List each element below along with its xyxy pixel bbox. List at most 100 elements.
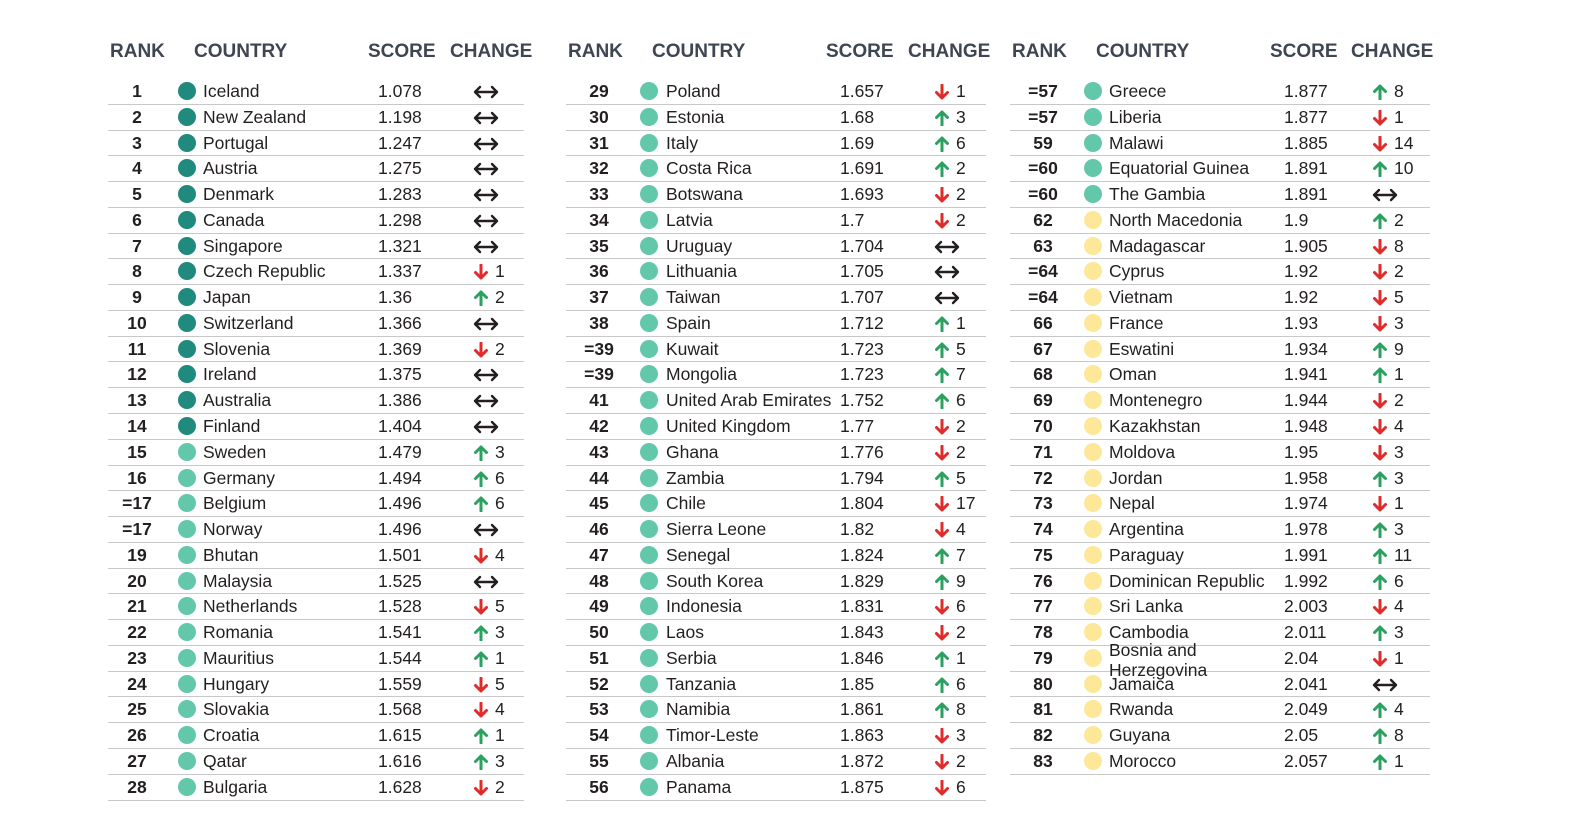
country-cell: Poland (666, 81, 721, 101)
country-cell: South Korea (666, 570, 764, 591)
score-cell: 1.92 (1284, 287, 1319, 308)
country-cell: Switzerland (203, 312, 294, 333)
no-change-arrow-icon (473, 137, 499, 150)
table-row: 22 Romania 1.541 3 (108, 620, 524, 646)
score-cell: 1.247 (378, 132, 422, 153)
table-row: 19 Bhutan 1.501 4 (108, 543, 524, 569)
table-row: =17 Norway 1.496 (108, 517, 524, 543)
change-value: 1 (495, 647, 505, 668)
table-row: 49 Indonesia 1.831 6 (566, 594, 986, 621)
no-change-arrow-icon (934, 291, 960, 305)
peace-level-dot (640, 288, 658, 307)
peace-level-dot (640, 82, 658, 100)
no-change-arrow-icon (473, 395, 499, 408)
score-cell: 1.528 (378, 596, 422, 617)
table-row: 24 Hungary 1.559 5 (108, 672, 524, 698)
score-cell: 1.861 (840, 699, 884, 720)
header-country: COUNTRY (194, 41, 288, 62)
country-cell: Ireland (203, 364, 257, 385)
score-cell: 1.93 (1284, 312, 1319, 333)
up-arrow-icon (474, 651, 488, 667)
peace-level-dot (640, 752, 658, 771)
score-cell: 1.905 (1284, 235, 1328, 256)
score-cell: 1.525 (378, 570, 422, 591)
country-cell: Zambia (666, 467, 725, 488)
up-arrow-icon (935, 677, 949, 693)
table-row: 13 Australia 1.386 (108, 388, 524, 414)
score-cell: 1.891 (1284, 184, 1328, 205)
score-cell: 1.944 (1284, 390, 1328, 411)
table-row: 81 Rwanda 2.049 4 (1010, 697, 1430, 724)
score-cell: 1.275 (378, 158, 422, 179)
down-arrow-icon (935, 728, 949, 744)
up-arrow-icon (474, 728, 488, 745)
country-cell: Guyana (1109, 725, 1171, 746)
rank-cell: =39 (584, 338, 614, 359)
table-row: 29 Poland 1.657 1 (566, 79, 986, 105)
score-cell: 1.752 (840, 390, 884, 411)
peace-level-dot (178, 674, 196, 693)
up-arrow-icon (935, 136, 949, 152)
score-cell: 2.05 (1284, 725, 1319, 746)
peace-level-dot (640, 468, 658, 487)
down-arrow-icon (935, 779, 949, 796)
country-cell: Paraguay (1109, 544, 1184, 565)
no-change-arrow-icon (934, 240, 960, 253)
score-cell: 1.877 (1284, 106, 1328, 127)
up-arrow-icon (1373, 471, 1387, 487)
score-cell: 1.776 (840, 441, 884, 462)
score-cell: 1.863 (840, 725, 884, 746)
table-row: 77 Sri Lanka 2.003 4 (1010, 594, 1430, 621)
score-cell: 1.843 (840, 622, 884, 643)
rank-cell: 71 (1033, 441, 1053, 462)
change-value: 2 (956, 158, 966, 179)
score-cell: 1.941 (1284, 364, 1328, 385)
table-row: 56 Panama 1.875 6 (566, 775, 986, 801)
change-value: 3 (1394, 467, 1404, 488)
country-cell: Cyprus (1109, 261, 1165, 282)
table-row: 26 Croatia 1.615 1 (108, 723, 524, 750)
country-cell: Albania (666, 751, 725, 772)
peace-level-dot (640, 777, 658, 796)
down-arrow-icon (474, 547, 488, 564)
score-cell: 2.057 (1284, 751, 1328, 772)
rank-cell: 34 (589, 209, 609, 230)
country-cell: Italy (666, 132, 699, 153)
rank-cell: 2 (132, 106, 142, 127)
change-value: 1 (1394, 647, 1404, 668)
change-value: 3 (1394, 622, 1404, 643)
no-change-arrow-icon (473, 85, 499, 99)
change-value: 1 (495, 261, 505, 282)
change-value: 8 (1394, 81, 1404, 101)
country-cell: Malaysia (203, 570, 273, 591)
score-cell: 1.691 (840, 158, 884, 179)
rank-cell: 4 (132, 158, 142, 179)
no-change-arrow-icon (473, 214, 499, 228)
table-row: 3 Portugal 1.247 (108, 131, 524, 157)
score-cell: 1.992 (1284, 570, 1328, 591)
change-value: 2 (495, 776, 505, 797)
up-arrow-icon (935, 548, 949, 564)
rank-cell: 14 (127, 416, 147, 436)
change-value: 3 (1394, 441, 1404, 462)
score-cell: 1.934 (1284, 338, 1328, 359)
peace-level-dot (178, 494, 196, 513)
peace-level-dot (178, 545, 196, 564)
table-row: 47 Senegal 1.824 7 (566, 543, 986, 569)
no-change-arrow-icon (473, 523, 499, 537)
no-change-arrow-icon (473, 369, 499, 382)
score-cell: 1.891 (1284, 158, 1328, 179)
country-cell: Morocco (1109, 751, 1177, 772)
down-arrow-icon (1373, 290, 1387, 306)
country-cell: Latvia (666, 209, 713, 230)
score-cell: 1.794 (840, 467, 884, 488)
change-value: 4 (1394, 416, 1404, 436)
rank-cell: 43 (589, 441, 609, 462)
up-arrow-icon (935, 574, 949, 590)
score-cell: 1.616 (378, 751, 422, 772)
down-arrow-icon (1373, 238, 1387, 255)
change-value: 8 (1394, 235, 1404, 256)
score-cell: 1.7 (840, 209, 865, 230)
rank-cell: =64 (1028, 261, 1058, 282)
table-row: 7 Singapore 1.321 (108, 234, 524, 260)
